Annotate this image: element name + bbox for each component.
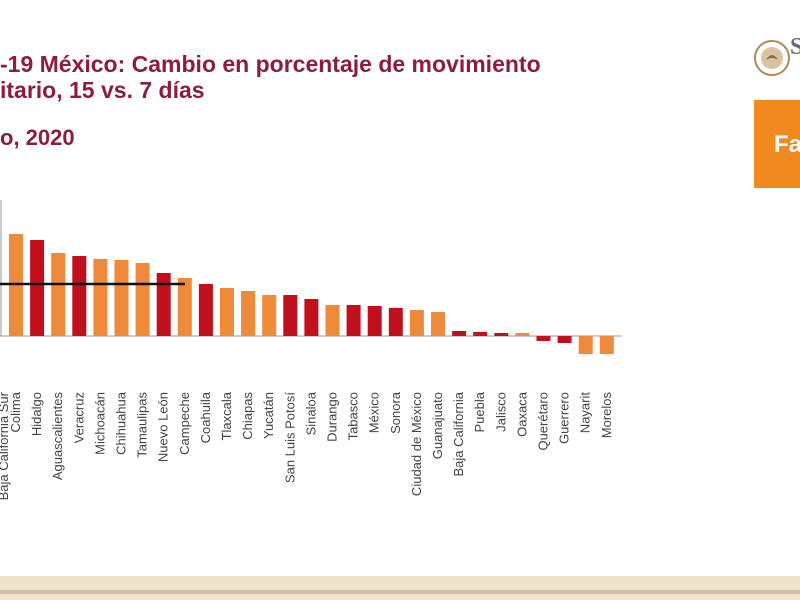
bar-morelos — [599, 336, 614, 354]
tick-label: Tamaulipas — [135, 392, 150, 458]
tick-label: Coahuila — [198, 391, 213, 443]
tick-label: Ciudad de México — [409, 392, 424, 496]
tick-label: Nuevo León — [156, 392, 171, 462]
bar-sinaloa — [304, 299, 319, 336]
bar-quer-taro — [536, 336, 551, 341]
mexico-coat-of-arms-icon — [754, 40, 790, 76]
bar-baja-california — [452, 331, 467, 336]
bar-guerrero — [557, 336, 572, 343]
bar-m-xico — [367, 306, 382, 336]
bar-guanajuato — [431, 312, 445, 336]
tick-label: Nayarit — [578, 392, 593, 434]
bar-campeche — [177, 278, 192, 336]
tick-label: México — [367, 392, 382, 433]
tick-label: Querétaro — [536, 392, 551, 451]
bar-michoac-n — [93, 259, 108, 336]
bar-nayarit — [578, 336, 593, 354]
tick-label: Veracruz — [71, 392, 86, 443]
tick-label: Guerrero — [557, 392, 572, 444]
bar-yucat-n — [262, 295, 277, 336]
chart-title-line-2: itario, 15 vs. 7 días — [0, 77, 205, 103]
tick-label: Michoacán — [92, 392, 107, 455]
footer-rule — [0, 590, 800, 594]
tick-label: Oaxaca — [514, 391, 529, 437]
tick-label: Jalisco — [493, 392, 508, 432]
tick-label: Yucatán — [261, 392, 276, 439]
tick-label: Baja California — [451, 391, 466, 476]
tick-label: Aguascalientes — [50, 392, 65, 481]
tick-label: Colima — [8, 391, 23, 432]
bar-chart: Colima Hidalgo Aguascalientes Veracruz Micho… — [0, 200, 622, 500]
phase-badge: Fa — [754, 100, 800, 188]
tick-label: San Luis Potosí — [282, 392, 297, 483]
tick-label: Sinaloa — [303, 391, 318, 435]
bar-nuevo-le-n — [156, 273, 171, 336]
bar-coahuila — [198, 284, 213, 336]
logo-text: S — [790, 34, 800, 60]
tick-label: Morelos — [599, 392, 614, 439]
bar-durango — [325, 305, 340, 336]
tick-label: Puebla — [472, 391, 487, 432]
bar-chihuahua — [114, 260, 129, 336]
category-tick-labels: Colima Hidalgo Aguascalientes Veracruz Micho… — [8, 391, 614, 496]
phase-label: Fa — [774, 131, 800, 158]
bar-chiapas — [241, 291, 256, 336]
bar-puebla — [473, 332, 488, 336]
bar-sonora — [388, 308, 403, 336]
tick-label: Campeche — [177, 392, 192, 455]
bar-ciudad-de-m-xico — [409, 310, 424, 336]
tick-label: Guanajuato — [430, 392, 445, 459]
tick-label: Chihuahua — [114, 391, 129, 455]
tick-label: Tabasco — [346, 392, 361, 440]
bar-oaxaca — [515, 333, 530, 336]
tick-label: Durango — [325, 392, 340, 442]
tick-label: Sonora — [388, 391, 403, 434]
bar-jalisco — [494, 333, 509, 336]
bar-hidalgo — [30, 240, 45, 336]
bar-veracruz — [72, 256, 87, 336]
bar-series — [9, 234, 614, 354]
cut-off-tick-label: Baja California Sur — [0, 391, 11, 500]
tick-label: Chiapas — [240, 392, 255, 440]
tick-label: Hidalgo — [29, 392, 44, 436]
bar-tabasco — [346, 305, 361, 336]
bar-aguascalientes — [51, 253, 66, 336]
tick-label: Tlaxcala — [219, 391, 234, 440]
bar-san-luis-potos- — [283, 295, 298, 336]
bar-tamaulipas — [135, 263, 150, 336]
bar-tlaxcala — [220, 288, 234, 336]
chart-date-subtitle: o, 2020 — [0, 125, 75, 150]
chart-title-line-1: -19 México: Cambio en porcentaje de movi… — [0, 51, 541, 77]
footer-strip — [0, 576, 800, 600]
